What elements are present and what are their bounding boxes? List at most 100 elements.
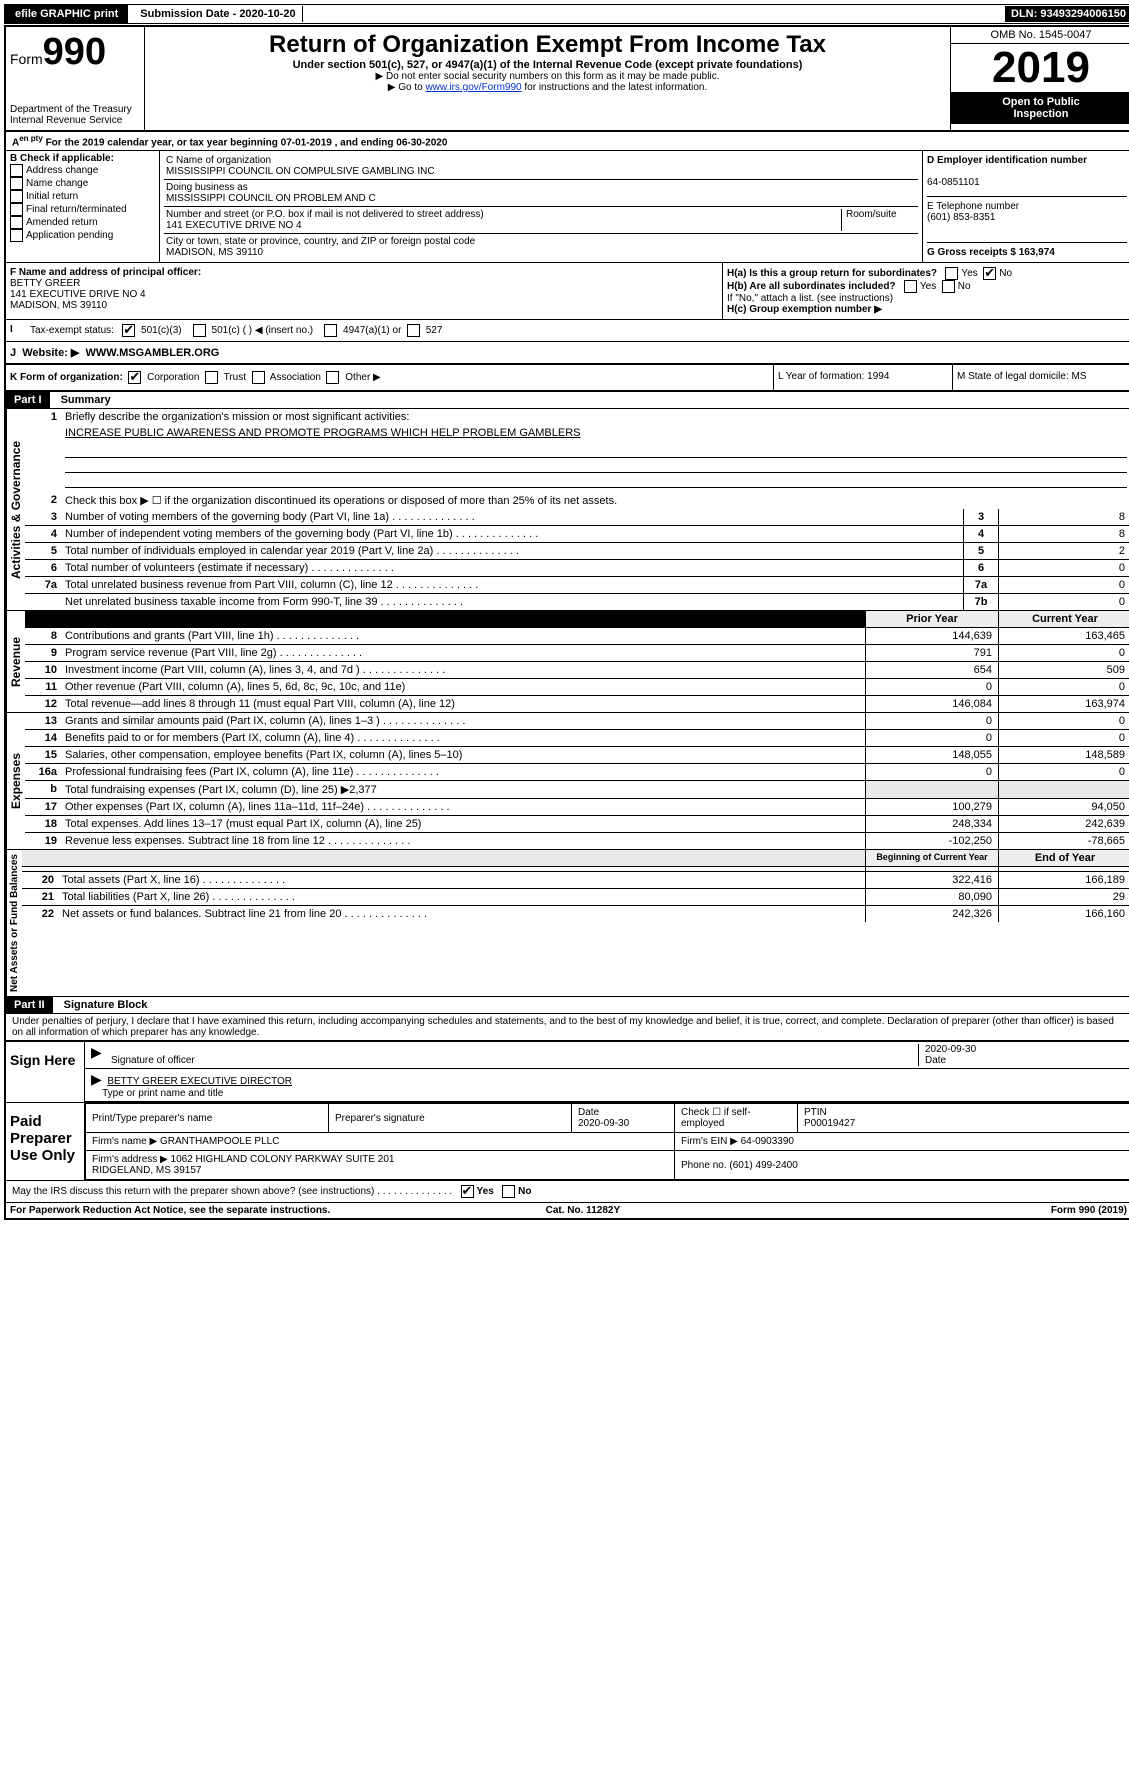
501c3-label: 501(c)(3) [141, 325, 182, 336]
section-e: E Telephone number (601) 853-8351 [927, 197, 1127, 243]
city-value: MADISON, MS 39110 [166, 247, 263, 258]
l2-desc: Check this box ▶ ☐ if the organization d… [61, 492, 1129, 509]
hb-yes-checkbox[interactable] [904, 280, 917, 293]
trust-label: Trust [224, 372, 246, 383]
l22-c: 166,160 [998, 906, 1129, 922]
4947-label: 4947(a)(1) or [343, 325, 401, 336]
submission-date: Submission Date - 2020-10-20 [134, 6, 302, 22]
trust-checkbox[interactable] [205, 371, 218, 384]
l9-c: 0 [998, 645, 1129, 661]
l6-desc: Total number of volunteers (estimate if … [61, 560, 963, 576]
sig-date: 2020-09-30 [925, 1044, 976, 1055]
name-label: Type or print name and title [102, 1088, 223, 1099]
footer-left: For Paperwork Reduction Act Notice, see … [10, 1205, 330, 1216]
side-expenses: Expenses [6, 713, 25, 849]
discuss-yes-checkbox[interactable] [461, 1185, 474, 1198]
l3-desc: Number of voting members of the governin… [61, 509, 963, 525]
l-year: L Year of formation: 1994 [774, 365, 953, 390]
website-label: Website: ▶ [22, 347, 79, 359]
discuss-no-checkbox[interactable] [502, 1185, 515, 1198]
527-checkbox[interactable] [407, 324, 420, 337]
final-label: Final return/terminated [26, 204, 127, 215]
l16a-p: 0 [865, 764, 998, 780]
prep-sig-label: Preparer's signature [335, 1113, 425, 1124]
prep-date: 2020-09-30 [578, 1118, 629, 1129]
city-label: City or town, state or province, country… [166, 236, 475, 247]
assoc-checkbox[interactable] [252, 371, 265, 384]
corp-checkbox[interactable] [128, 371, 141, 384]
501c3-checkbox[interactable] [122, 324, 135, 337]
firm-ein-label: Firm's EIN ▶ [681, 1136, 738, 1147]
line-a: Aen pty For the 2019 calendar year, or t… [6, 132, 1129, 151]
amended-label: Amended return [26, 217, 98, 228]
l20-c: 166,189 [998, 872, 1129, 888]
note-1: ▶ Do not enter social security numbers o… [149, 71, 946, 82]
instructions-link[interactable]: www.irs.gov/Form990 [425, 82, 521, 93]
check-label: Check ☐ if self-employed [681, 1107, 751, 1129]
sig-officer-label: Signature of officer [111, 1055, 195, 1066]
c-name-label: C Name of organization [166, 155, 271, 166]
k-label: K Form of organization: [10, 372, 123, 383]
l5-val: 2 [998, 543, 1129, 559]
top-bar: efile GRAPHIC print Submission Date - 20… [4, 4, 1129, 24]
l12-desc: Total revenue—add lines 8 through 11 (mu… [61, 696, 865, 712]
l13-desc: Grants and similar amounts paid (Part IX… [61, 713, 865, 729]
website-value: WWW.MSGAMBLER.ORG [86, 347, 220, 359]
l19-c: -78,665 [998, 833, 1129, 849]
final-checkbox[interactable] [10, 203, 23, 216]
ha-no-checkbox[interactable] [983, 267, 996, 280]
name-change-label: Name change [26, 178, 88, 189]
amended-checkbox[interactable] [10, 216, 23, 229]
4947-checkbox[interactable] [324, 324, 337, 337]
l18-p: 248,334 [865, 816, 998, 832]
l14-c: 0 [998, 730, 1129, 746]
l7b-desc: Net unrelated business taxable income fr… [61, 594, 963, 610]
l10-c: 509 [998, 662, 1129, 678]
l10-p: 654 [865, 662, 998, 678]
m-state: M State of legal domicile: MS [953, 365, 1129, 390]
note2-pre: ▶ Go to [388, 82, 426, 93]
l12-c: 163,974 [998, 696, 1129, 712]
officer-name: BETTY GREER [10, 278, 80, 289]
gross-receipts: G Gross receipts $ 163,974 [927, 247, 1055, 258]
l19-p: -102,250 [865, 833, 998, 849]
h-c: H(c) Group exemption number ▶ [727, 304, 1127, 315]
l18-c: 242,639 [998, 816, 1129, 832]
dba-label: Doing business as [166, 182, 248, 193]
hb-no-checkbox[interactable] [942, 280, 955, 293]
footer-right: Form 990 (2019) [1051, 1205, 1127, 1216]
org-name: MISSISSIPPI COUNCIL ON COMPULSIVE GAMBLI… [166, 166, 435, 177]
firm-name-label: Firm's name ▶ [92, 1136, 157, 1147]
l21-p: 80,090 [865, 889, 998, 905]
side-netassets: Net Assets or Fund Balances [6, 850, 22, 996]
omb-number: OMB No. 1545-0047 [951, 27, 1129, 44]
yes-label2: Yes [920, 281, 936, 292]
501c-checkbox[interactable] [193, 324, 206, 337]
l7a-desc: Total unrelated business revenue from Pa… [61, 577, 963, 593]
form-subtitle: Under section 501(c), 527, or 4947(a)(1)… [149, 59, 946, 71]
l9-desc: Program service revenue (Part VIII, line… [61, 645, 865, 661]
open-label: Open to Public [953, 96, 1129, 108]
ha-yes-checkbox[interactable] [945, 267, 958, 280]
efile-button[interactable]: efile GRAPHIC print [5, 5, 128, 23]
l5-desc: Total number of individuals employed in … [61, 543, 963, 559]
part2-header: Part II [6, 997, 53, 1013]
l3-val: 8 [998, 509, 1129, 525]
form-title: Return of Organization Exempt From Incom… [149, 31, 946, 59]
b-label: B Check if applicable: [10, 153, 114, 164]
l9-p: 791 [865, 645, 998, 661]
other-checkbox[interactable] [326, 371, 339, 384]
prep-date-label: Date [578, 1107, 599, 1118]
addr-change-checkbox[interactable] [10, 164, 23, 177]
pending-checkbox[interactable] [10, 229, 23, 242]
street-address: 141 EXECUTIVE DRIVE NO 4 [166, 220, 302, 231]
l21-c: 29 [998, 889, 1129, 905]
l17-p: 100,279 [865, 799, 998, 815]
initial-checkbox[interactable] [10, 190, 23, 203]
name-change-checkbox[interactable] [10, 177, 23, 190]
l15-p: 148,055 [865, 747, 998, 763]
dept-label: Department of the Treasury [10, 104, 140, 115]
ein-label: D Employer identification number [927, 155, 1087, 166]
l4-val: 8 [998, 526, 1129, 542]
assoc-label: Association [270, 372, 321, 383]
